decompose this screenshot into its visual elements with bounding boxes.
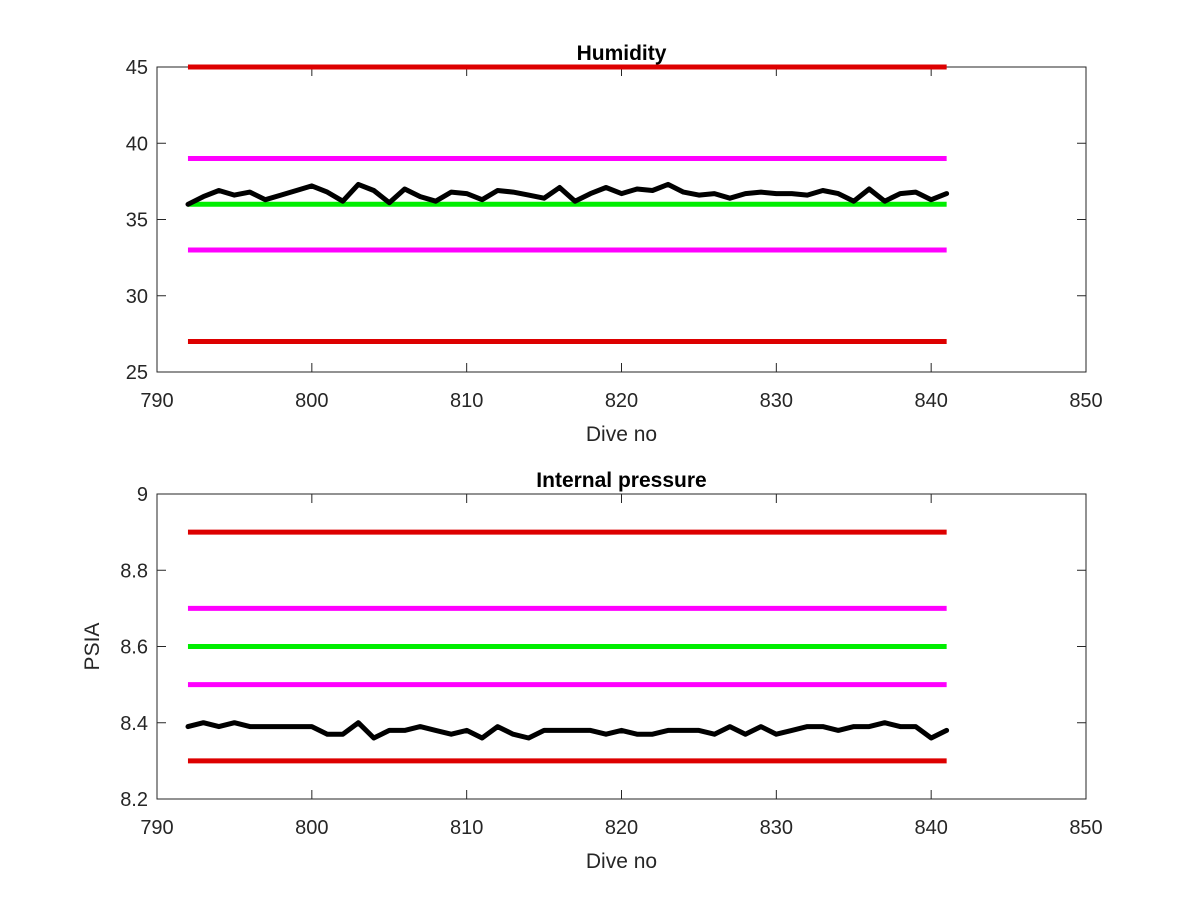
- chart-1-xlabel: Dive no: [586, 850, 657, 873]
- chart-0-ytick-label-1: 30: [126, 286, 148, 308]
- internal-pressure-chart: 790 800 810 820 830 840 850 8.2 8.4 8.6 8.8 9 Intern…: [81, 469, 1103, 873]
- chart-1-xtick-label-5: 840: [914, 817, 947, 839]
- chart-1-ylabel: PSIA: [81, 623, 104, 671]
- chart-0-xtick-label-3: 820: [605, 390, 638, 412]
- chart-0-xtick-label-2: 810: [450, 390, 483, 412]
- chart-1-xtick-label-2: 810: [450, 817, 483, 839]
- chart-1-xtick-label-3: 820: [605, 817, 638, 839]
- chart-1-xtick-label-6: 850: [1069, 817, 1102, 839]
- chart-1-ytick-label-0: 8.2: [120, 789, 148, 811]
- chart-1-xtick-label-0: 790: [140, 817, 173, 839]
- chart-0-ytick-label-2: 35: [126, 210, 148, 232]
- chart-1-ytick-label-3: 8.8: [120, 560, 148, 582]
- chart-1-series-line-0: [185, 720, 950, 741]
- chart-0-ytick-label-0: 25: [126, 362, 148, 384]
- chart-0-xtick-label-5: 840: [914, 390, 947, 412]
- chart-0-title: Humidity: [577, 42, 667, 65]
- chart-0-xtick-label-1: 800: [295, 390, 328, 412]
- chart-1-ytick-label-4: 9: [137, 484, 148, 506]
- chart-0-xlabel: Dive no: [586, 423, 657, 446]
- chart-0-xtick-label-0: 790: [140, 390, 173, 412]
- chart-0-series-line-0: [185, 181, 950, 207]
- chart-0-xtick-label-6: 850: [1069, 390, 1102, 412]
- chart-0-ytick-label-4: 45: [126, 57, 148, 79]
- chart-0-ytick-label-3: 40: [126, 133, 148, 155]
- chart-1-ytick-label-1: 8.4: [120, 713, 148, 735]
- chart-1-ytick-label-2: 8.6: [120, 637, 148, 659]
- chart-0-xtick-label-4: 830: [760, 390, 793, 412]
- chart-1-title: Internal pressure: [536, 469, 706, 492]
- chart-1-xtick-label-1: 800: [295, 817, 328, 839]
- humidity-chart: 790 800 810 820 830 840 850 25 30 35 40 45 Humidity D…: [126, 42, 1103, 446]
- chart-0-axes-box: [156, 66, 1087, 373]
- chart-1-xtick-label-4: 830: [760, 817, 793, 839]
